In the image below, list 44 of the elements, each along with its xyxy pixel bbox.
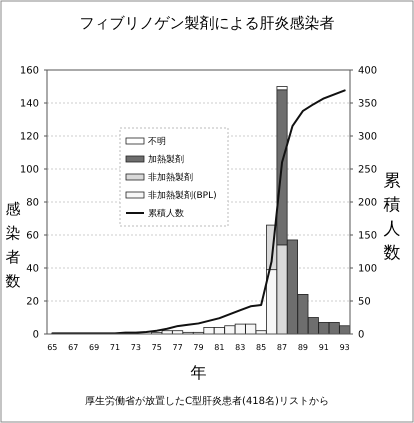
y-tick-label: 40: [26, 264, 39, 274]
y2-tick-label: 300: [358, 132, 378, 142]
text: 厚生労働省が放置したC型肝炎患者(418名)リストから: [85, 395, 329, 407]
y2-tick-label: 100: [358, 264, 378, 274]
y2-tick-label: 0: [358, 330, 364, 340]
x-tick-label: 73: [130, 343, 141, 352]
y2-axis-title: 累積人数: [384, 171, 400, 263]
x-tick-label: 81: [214, 343, 224, 352]
y2-tick-label: 250: [358, 164, 378, 176]
x-tick-label: 91: [318, 343, 329, 352]
y-tick-label: 120: [20, 132, 39, 142]
x-tick-label: 69: [88, 343, 100, 352]
x-tick-label: 83: [235, 343, 246, 352]
legend-label: 非加熱製剤(BPL): [148, 190, 217, 202]
chart-title: フィブリノゲン製剤による肝炎感染者: [80, 14, 334, 32]
y-tick-label: 60: [26, 230, 39, 242]
x-tick-label: 93: [340, 343, 350, 352]
x-axis-title: 年: [190, 363, 206, 382]
x-tick-label: 85: [256, 343, 266, 352]
y2-tick-label: 200: [358, 198, 378, 208]
x-tick-label: 67: [68, 343, 78, 352]
x-tick-label: 87: [276, 343, 288, 352]
y2-tick-label: 50: [358, 296, 371, 308]
x-tick-label: 71: [110, 343, 120, 352]
legend-label: 不明: [148, 136, 166, 148]
x-tick-label: 75: [152, 343, 162, 352]
x-tick-label: 89: [298, 343, 308, 352]
x-tick-label: 79: [193, 343, 204, 352]
y2-tick-label: 350: [358, 98, 378, 110]
y-tick-label: 140: [20, 98, 39, 110]
y-axis-title: 感染者数: [6, 200, 20, 290]
y-tick-label: 80: [26, 198, 39, 208]
y-tick-label: 160: [20, 66, 39, 76]
y2-tick-label: 400: [358, 66, 378, 76]
y2-tick-label: 150: [358, 230, 378, 242]
legend-label: 累積人数: [148, 208, 184, 220]
legend-label: 加熱製剤: [148, 154, 184, 166]
y-tick-label: 0: [32, 330, 39, 340]
y-tick-label: 20: [26, 296, 39, 308]
x-tick-label: 77: [172, 343, 183, 352]
y-tick-label: 100: [20, 164, 39, 176]
x-tick-label: 65: [47, 343, 58, 352]
line-series: [51, 89, 346, 334]
legend-label: 非加熱製剤: [148, 172, 193, 184]
